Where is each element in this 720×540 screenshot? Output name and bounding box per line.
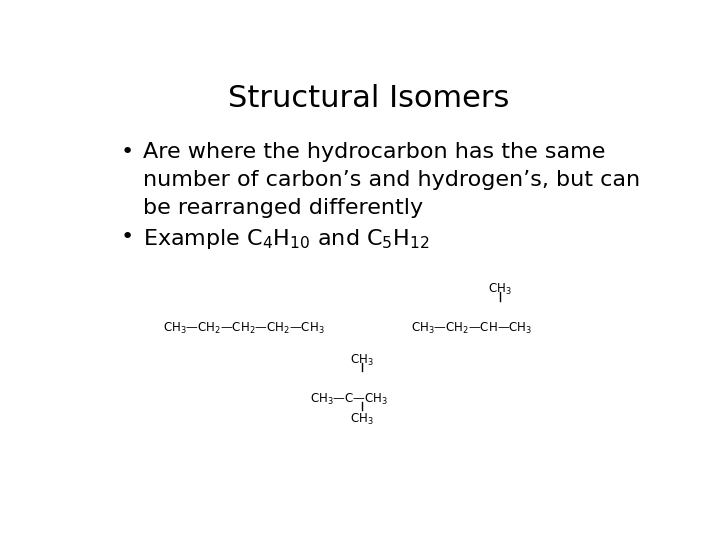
- Text: Structural Isomers: Structural Isomers: [228, 84, 510, 112]
- Text: number of carbon’s and hydrogen’s, but can: number of carbon’s and hydrogen’s, but c…: [143, 170, 640, 190]
- Text: CH$_3$—C—CH$_3$: CH$_3$—C—CH$_3$: [310, 392, 389, 407]
- Text: CH$_3$: CH$_3$: [488, 282, 511, 297]
- Text: Example C$_4$H$_{10}$ and C$_5$H$_{12}$: Example C$_4$H$_{10}$ and C$_5$H$_{12}$: [143, 227, 430, 251]
- Text: •: •: [121, 141, 134, 161]
- Text: CH$_3$: CH$_3$: [350, 353, 374, 368]
- Text: be rearranged differently: be rearranged differently: [143, 198, 423, 218]
- Text: •: •: [121, 227, 134, 247]
- Text: CH$_3$—CH$_2$—CH—CH$_3$: CH$_3$—CH$_2$—CH—CH$_3$: [411, 321, 532, 336]
- Text: CH$_3$—CH$_2$—CH$_2$—CH$_2$—CH$_3$: CH$_3$—CH$_2$—CH$_2$—CH$_2$—CH$_3$: [163, 321, 324, 336]
- Text: Are where the hydrocarbon has the same: Are where the hydrocarbon has the same: [143, 141, 606, 161]
- Text: CH$_3$: CH$_3$: [350, 412, 374, 427]
